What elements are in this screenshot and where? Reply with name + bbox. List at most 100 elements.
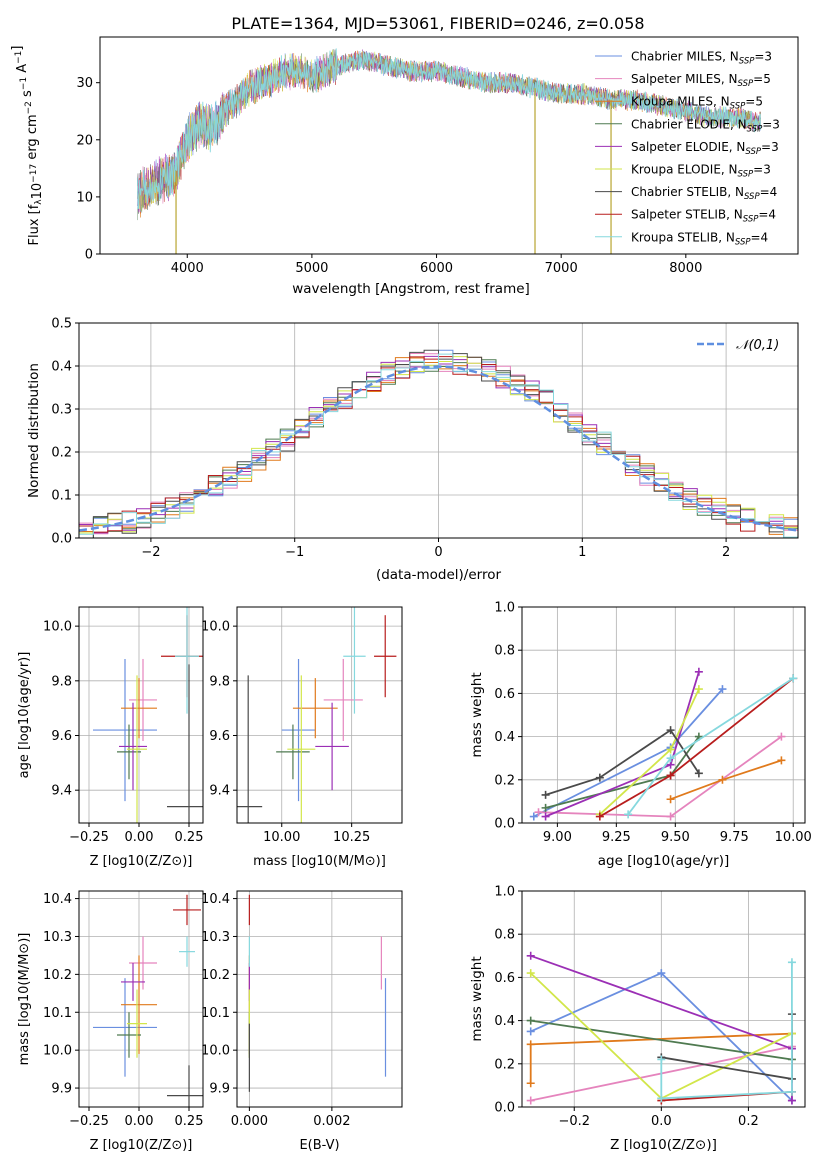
- spectrum-ylabel: Flux [fλ10−17 erg cm−2 s−1 A−1]: [10, 46, 45, 246]
- weight-marker-kroupa_miles: [777, 756, 786, 765]
- y-tick-label: 10.3: [43, 930, 72, 945]
- y-tick-label: 0.2: [494, 1057, 515, 1072]
- age_vs_Z-ylabel: age [log10(age/yr)]: [17, 652, 32, 779]
- x-tick-label: −0.2: [558, 1114, 590, 1129]
- weight-marker-salpeter_miles: [534, 808, 543, 817]
- age_vs_mass-xlabel: mass [log10(M/M⊙)]: [253, 854, 386, 869]
- mass_weight_vs_Z-xlabel: Z [log10(Z/Z⊙)]: [610, 1137, 717, 1153]
- age_vs_mass-errorbars: [237, 607, 397, 823]
- weight-marker-kroupa_elodie: [526, 969, 535, 978]
- y-tick-label: 20: [76, 133, 93, 148]
- y-tick-label: 9.4: [51, 784, 72, 799]
- spectrum-line-kroupa_stelib: [136, 48, 762, 210]
- weight-line-kroupa_stelib: [660, 962, 793, 1100]
- y-tick-label: 0.6: [494, 971, 515, 986]
- weight-marker-kroupa_stelib: [789, 674, 798, 683]
- weight-line-chabrier_stelib: [545, 728, 700, 796]
- spectrum-panel: 4000 5000 6000 7000 8000 0 10 20 30 wavelength [A…: [10, 36, 799, 297]
- weight-line-salpeter_stelib: [599, 677, 794, 818]
- y-tick-label: 10.2: [43, 968, 72, 983]
- x-tick-label: 5000: [295, 261, 328, 276]
- weight-marker-chabrier_miles: [526, 1027, 535, 1036]
- mass_weight_vs_Z-lines: [526, 951, 796, 1105]
- y-tick-label: 0.2: [494, 773, 515, 788]
- axes-frame: [99, 36, 799, 255]
- weight-marker-salpeter_miles: [526, 1096, 535, 1105]
- axes-frame: [521, 606, 806, 824]
- y-tick-label: 10.3: [201, 930, 230, 945]
- x-tick-label: 6000: [420, 261, 453, 276]
- mass_vs_ebv-xlabel: E(B-V): [299, 1138, 339, 1153]
- x-tick-label: 0.2: [738, 1114, 759, 1129]
- y-tick-label: 9.6: [209, 729, 230, 744]
- y-tick-label: 30: [76, 76, 93, 91]
- weight-marker-kroupa_stelib: [787, 958, 796, 967]
- x-tick-label: 0.25: [175, 1114, 204, 1129]
- mass_weight_vs_Z-ylabel: mass weight: [469, 956, 485, 1041]
- x-tick-label: 0.002: [313, 1114, 350, 1129]
- mass_weight_vs_age-lines: [529, 667, 798, 821]
- age_vs_mass-panel: 10.00 10.25 9.4 9.6 9.8 10.0 mass [log10(M/M⊙)…: [201, 606, 403, 869]
- spectrum-legend: Chabrier MILES, NSSP=3 Salpeter MILES, NS…: [595, 50, 780, 247]
- residuals-ylabel: Normed distribution: [26, 363, 42, 498]
- weight-marker-salpeter_elodie: [694, 667, 703, 676]
- y-tick-label: 0.0: [494, 817, 515, 832]
- mass_weight_vs_age-ylabel: mass weight: [469, 672, 485, 757]
- mass_vs_Z-xlabel: Z [log10(Z/Z⊙)]: [90, 1138, 193, 1153]
- legend-label-chabrier_elodie: Chabrier ELODIE, NSSP=3: [631, 117, 780, 134]
- x-tick-label: 9.75: [720, 830, 749, 845]
- y-tick-label: 0.2: [51, 446, 72, 461]
- legend-label-kroupa_miles: Kroupa MILES, NSSP=5: [631, 95, 763, 112]
- weight-marker-salpeter_elodie: [526, 951, 535, 960]
- y-tick-label: 0.4: [51, 360, 72, 375]
- x-tick-label: −0.25: [69, 1114, 109, 1129]
- weight-marker-chabrier_elodie: [541, 803, 550, 812]
- x-tick-label: 9.50: [661, 830, 690, 845]
- y-tick-label: 10.2: [201, 968, 230, 983]
- x-tick-label: 0.00: [125, 1114, 154, 1129]
- mass_weight_vs_Z-panel: −0.2 0.0 0.2 0.0 0.2 0.4 0.6 0.8 1.0 Z [log10(Z/Z…: [469, 885, 806, 1153]
- y-tick-label: 0.6: [494, 687, 515, 702]
- y-tick-label: 0.5: [51, 317, 72, 332]
- y-tick-label: 1.0: [494, 885, 515, 900]
- age_vs_Z-panel: −0.25 0.00 0.25 9.4 9.6 9.8 10.0 Z [log10(Z/Z⊙)…: [17, 606, 204, 869]
- weight-marker-salpeter_stelib: [595, 812, 604, 821]
- weight-marker-kroupa_miles: [526, 1040, 535, 1049]
- x-tick-label: 4000: [171, 261, 204, 276]
- y-tick-label: 9.9: [51, 1082, 72, 1097]
- x-tick-label: 0.25: [175, 830, 204, 845]
- weight-marker-salpeter_miles: [777, 732, 786, 741]
- weight-marker-chabrier_stelib: [541, 790, 550, 799]
- mass_vs_ebv-errorbars: [248, 894, 387, 1092]
- y-tick-label: 0.4: [494, 1014, 515, 1029]
- weight-marker-chabrier_miles: [529, 812, 538, 821]
- weight-marker-kroupa_miles: [718, 775, 727, 784]
- histogram-kroupa_stelib: [79, 353, 798, 538]
- mass_weight_vs_age-xlabel: age [log10(age/yr)]: [598, 853, 730, 869]
- x-tick-label: 0.000: [231, 1114, 268, 1129]
- weight-marker-chabrier_stelib: [595, 773, 604, 782]
- y-tick-label: 10.0: [43, 620, 72, 635]
- y-tick-label: 10.0: [43, 1044, 72, 1059]
- legend-label-chabrier_miles: Chabrier MILES, NSSP=3: [631, 50, 772, 67]
- axes-frame: [78, 606, 204, 824]
- weight-marker-salpeter_stelib: [666, 771, 675, 780]
- mass_vs_Z-panel: −0.25 0.00 0.25 9.9 10.0 10.1 10.2 10.3 10.4 Z [l…: [17, 890, 204, 1153]
- y-tick-label: 9.4: [209, 784, 230, 799]
- weight-marker-salpeter_elodie: [541, 812, 550, 821]
- legend-label-salpeter_elodie: Salpeter ELODIE, NSSP=3: [631, 140, 779, 157]
- y-tick-label: 9.8: [209, 674, 230, 689]
- legend-label-kroupa_elodie: Kroupa ELODIE, NSSP=3: [631, 163, 771, 180]
- mass_vs_ebv-panel: 0.000 0.002 9.9 10.0 10.1 10.2 10.3 10.4 E(B-V): [201, 890, 403, 1153]
- y-tick-label: 10.4: [201, 892, 230, 907]
- axes-frame: [236, 890, 403, 1108]
- x-tick-label: 9.25: [602, 830, 631, 845]
- x-tick-label: −2: [141, 545, 160, 560]
- y-tick-label: 10: [76, 190, 93, 205]
- y-tick-label: 10.0: [201, 1044, 230, 1059]
- x-tick-label: −0.25: [69, 830, 109, 845]
- weight-line-chabrier_elodie: [530, 1019, 793, 1061]
- residual-histograms: [79, 349, 798, 538]
- x-tick-label: 0.0: [651, 1114, 672, 1129]
